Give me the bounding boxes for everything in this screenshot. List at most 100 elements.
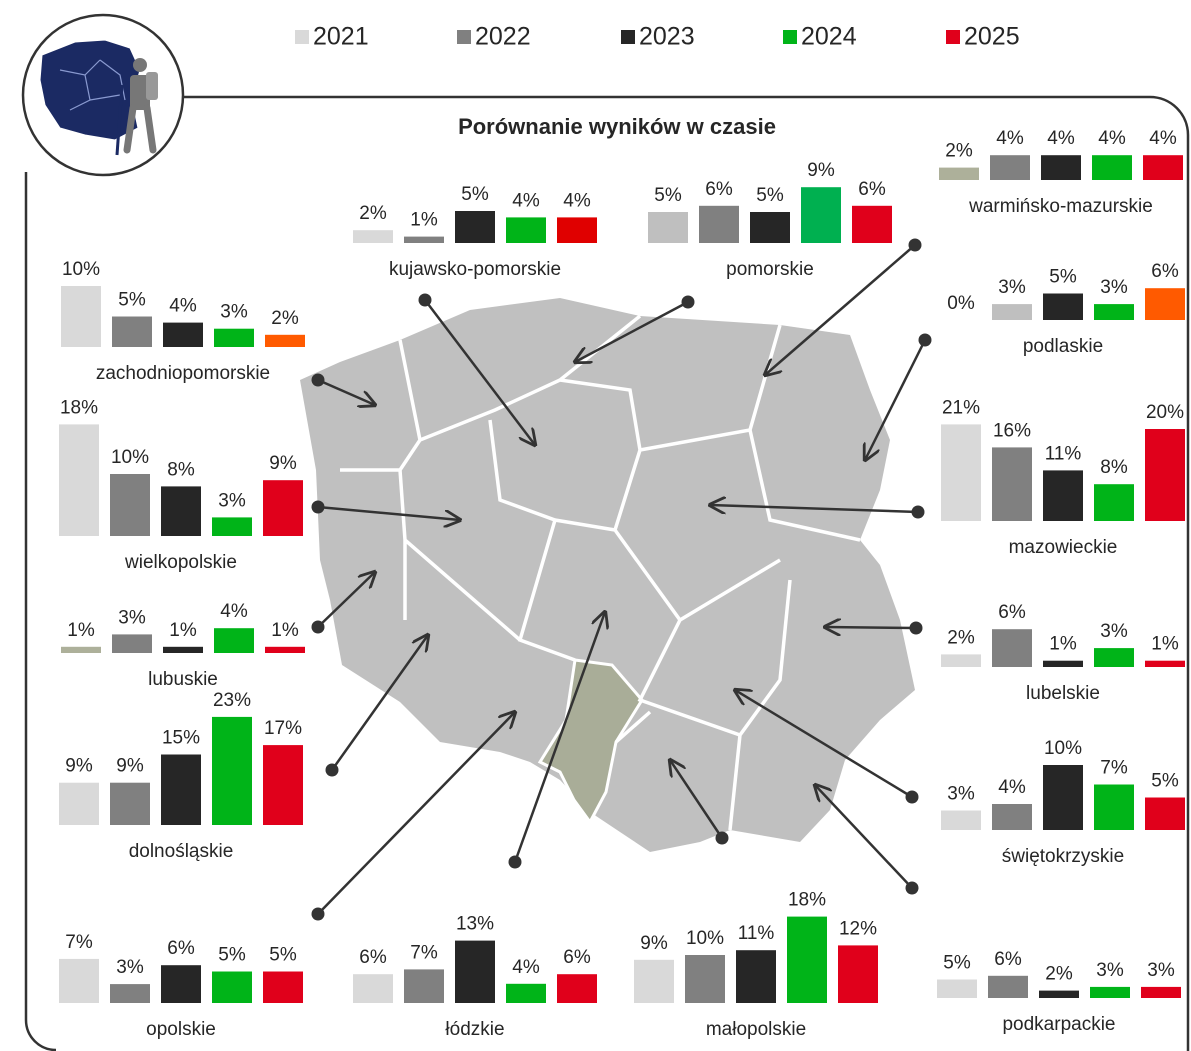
bar xyxy=(59,782,99,825)
value-label: 4% xyxy=(169,296,197,317)
bar xyxy=(557,217,597,243)
bar xyxy=(112,316,152,347)
bar xyxy=(1141,986,1181,998)
value-label: 3% xyxy=(118,607,146,628)
value-label: 3% xyxy=(1096,960,1124,981)
bar xyxy=(61,646,101,653)
legend-swatch xyxy=(783,30,797,44)
bar xyxy=(404,236,444,243)
bar xyxy=(941,810,981,830)
bar xyxy=(992,804,1032,830)
value-label: 3% xyxy=(116,957,144,978)
value-label: 1% xyxy=(169,620,197,641)
value-label: 6% xyxy=(705,179,733,200)
region-name: mazowieckie xyxy=(1009,537,1118,558)
value-label: 6% xyxy=(858,179,886,200)
value-label: 11% xyxy=(1045,443,1082,464)
logo xyxy=(21,13,185,177)
bar xyxy=(212,971,252,1003)
value-label: 17% xyxy=(264,718,302,739)
value-label: 7% xyxy=(410,942,438,963)
bar xyxy=(212,716,252,825)
bar xyxy=(263,480,303,536)
value-label: 23% xyxy=(213,690,251,711)
bar xyxy=(1092,155,1132,180)
value-label: 3% xyxy=(998,277,1026,298)
value-label: 10% xyxy=(1044,738,1082,759)
bar xyxy=(685,955,725,1003)
value-label: 2% xyxy=(947,627,975,648)
value-label: 4% xyxy=(1047,128,1075,149)
arrows xyxy=(317,244,927,915)
bar xyxy=(736,950,776,1003)
bar xyxy=(988,975,1028,998)
value-label: 6% xyxy=(998,602,1026,623)
bar xyxy=(801,187,841,243)
value-label: 9% xyxy=(640,933,668,954)
bar xyxy=(263,745,303,825)
legend-swatch xyxy=(295,30,309,44)
value-label: 5% xyxy=(1151,771,1179,792)
bar xyxy=(1094,484,1134,521)
value-label: 6% xyxy=(167,938,195,959)
region-name: świętokrzyskie xyxy=(1002,846,1124,867)
bar xyxy=(161,754,201,825)
value-label: 4% xyxy=(512,190,540,211)
bar xyxy=(1145,288,1185,320)
arrow-dots xyxy=(311,238,932,921)
legend-label: 2025 xyxy=(964,23,1020,51)
value-label: 4% xyxy=(1098,128,1126,149)
bar xyxy=(265,334,305,347)
value-label: 5% xyxy=(218,945,246,966)
bar xyxy=(163,646,203,653)
bar xyxy=(1143,155,1183,180)
bar xyxy=(163,322,203,347)
value-label: 5% xyxy=(943,953,971,974)
bar xyxy=(1145,429,1185,521)
value-label: 12% xyxy=(839,918,877,939)
value-label: 4% xyxy=(220,601,248,622)
bar xyxy=(1094,784,1134,830)
bar xyxy=(750,212,790,243)
region-name: pomorskie xyxy=(726,259,814,280)
legend-swatch xyxy=(946,30,960,44)
bar xyxy=(353,974,393,1003)
bar xyxy=(353,230,393,243)
legend-label: 2022 xyxy=(475,23,531,51)
region-name: warmińsko-mazurskie xyxy=(968,196,1153,217)
region-name: dolnośląskie xyxy=(129,841,234,862)
bar xyxy=(404,969,444,1003)
region-name: opolskie xyxy=(146,1019,216,1040)
bar xyxy=(990,155,1030,180)
bar xyxy=(1043,660,1083,667)
value-label: 2% xyxy=(359,203,387,224)
legend-label: 2024 xyxy=(801,23,857,51)
bar xyxy=(59,958,99,1003)
map xyxy=(300,298,915,852)
bar xyxy=(455,211,495,243)
value-label: 5% xyxy=(756,185,784,206)
value-label: 8% xyxy=(1100,457,1128,478)
value-label: 3% xyxy=(218,490,246,511)
value-label: 6% xyxy=(994,949,1022,970)
bar xyxy=(61,286,101,347)
value-label: 2% xyxy=(271,308,299,329)
bar xyxy=(1094,648,1134,667)
value-label: 4% xyxy=(563,190,591,211)
bar xyxy=(699,205,739,243)
value-label: 3% xyxy=(1100,621,1128,642)
bar xyxy=(112,634,152,653)
bar xyxy=(1145,660,1185,667)
value-label: 5% xyxy=(269,945,297,966)
region-name: podkarpackie xyxy=(1002,1014,1115,1035)
value-label: 5% xyxy=(654,185,682,206)
value-label: 2% xyxy=(945,141,973,162)
value-label: 6% xyxy=(563,947,591,968)
bar xyxy=(648,212,688,243)
value-label: 16% xyxy=(993,420,1031,441)
value-label: 1% xyxy=(1151,634,1179,655)
bar xyxy=(939,167,979,180)
region-name: małopolskie xyxy=(706,1019,806,1040)
value-label: 6% xyxy=(359,947,387,968)
